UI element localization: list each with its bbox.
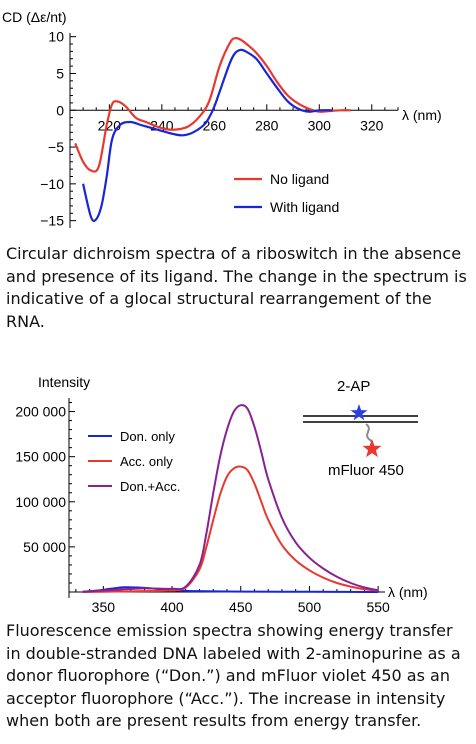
fl-y-tick-label: 100 000 — [15, 494, 66, 510]
fl-x-tick-label: 450 — [229, 599, 253, 615]
fl-x-axis-label: λ (nm) — [388, 584, 428, 600]
fl-series-don-acc — [82, 404, 379, 593]
fl-x-tick-label: 400 — [160, 599, 184, 615]
cd-x-tick-label: 220 — [98, 117, 122, 133]
fl-y-tick-label: 200 000 — [15, 404, 66, 420]
cd-y-tick-label: 0 — [56, 102, 64, 118]
cd-y-tick-label: −15 — [40, 213, 64, 229]
cd-x-tick-label: 300 — [308, 117, 332, 133]
fl-legend-label-don-only: Don. only — [120, 429, 175, 444]
cd-x-tick-label: 260 — [203, 117, 227, 133]
fl-series-don-only — [82, 586, 379, 593]
fl-y-tick-label: 50 000 — [23, 539, 66, 555]
cd-x-axis-label: λ (nm) — [402, 107, 442, 123]
cd-x-tick-label: 320 — [360, 117, 384, 133]
fl-x-tick-label: 500 — [298, 599, 322, 615]
cd-caption: Circular dichroism spectra of a riboswit… — [6, 244, 467, 331]
fl-x-tick-label: 350 — [92, 599, 116, 615]
cd-series-with-ligand — [82, 48, 333, 223]
inset-acceptor-label: mFluor 450 — [328, 462, 404, 479]
cd-y-tick-label: −5 — [48, 139, 64, 155]
fl-y-tick-label: 150 000 — [15, 449, 66, 465]
cd-x-tick-label: 280 — [255, 117, 279, 133]
fl-y-axis-label: Intensity — [38, 374, 90, 390]
fluorescence-plot-area: 200 000 150 000 100 000 50 000 350 400 450 500 5… — [15, 398, 390, 615]
fluorescence-chart: 200 000 150 000 100 000 50 000 350 400 450 500 5… — [15, 374, 428, 615]
fl-legend-label-don-acc: Don.+Acc. — [120, 479, 180, 494]
donor-star-icon — [350, 404, 368, 421]
cd-y-tick-label: 10 — [48, 29, 64, 45]
fl-x-tick-label: 550 — [366, 599, 390, 615]
fl-legend: Don. only Acc. only Don.+Acc. — [88, 429, 180, 494]
cd-legend-label-no-ligand: No ligand — [270, 171, 329, 187]
cd-legend: No ligand With ligand — [234, 171, 339, 215]
cd-series-no-ligand — [74, 36, 351, 173]
fl-legend-label-acc-only: Acc. only — [120, 454, 173, 469]
acceptor-star-icon — [362, 439, 382, 458]
cd-y-tick-label: −10 — [40, 176, 64, 192]
dna-fret-inset: 2-AP mFluor 450 — [303, 378, 418, 479]
cd-y-axis-label: CD (Δε/nt) — [2, 9, 67, 25]
inset-donor-label: 2-AP — [337, 378, 370, 395]
fluorescence-caption: Fluorescence emission spectra showing en… — [6, 621, 461, 730]
cd-legend-label-with-ligand: With ligand — [270, 199, 339, 215]
cd-y-tick-label: 5 — [56, 65, 64, 81]
